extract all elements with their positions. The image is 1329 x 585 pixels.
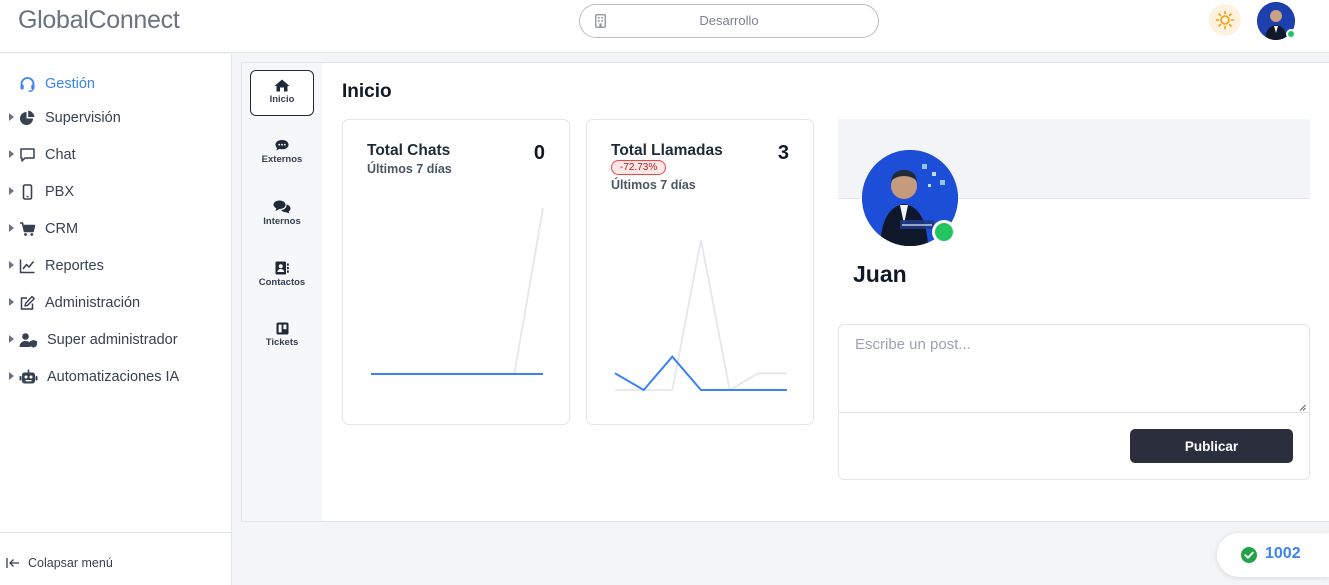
top-bar: GlobalConnect Desarrollo	[0, 0, 1329, 53]
headset-icon	[20, 77, 35, 92]
building-icon	[595, 14, 606, 28]
post-input[interactable]	[839, 325, 1309, 413]
extension-status-badge[interactable]: 1002	[1217, 533, 1329, 577]
profile-name: Juan	[853, 261, 907, 287]
comments-icon	[273, 200, 291, 214]
home-icon	[274, 79, 290, 92]
workspace-selector[interactable]: Desarrollo	[579, 4, 879, 38]
card-title: Total Llamadas	[611, 142, 723, 159]
subnav-item-label: Internos	[263, 216, 301, 227]
subnav-item-label: Contactos	[258, 277, 306, 288]
sidebar-item-reportes[interactable]: Reportes	[0, 251, 231, 281]
sidebar-item-crm[interactable]: CRM	[0, 214, 231, 244]
subnav-item-externos[interactable]: Externos	[250, 131, 314, 177]
cart-icon	[20, 222, 36, 236]
expand-caret-icon	[9, 261, 14, 269]
collapse-menu-button[interactable]: Colapsar menú	[6, 556, 113, 570]
expand-caret-icon	[9, 335, 14, 343]
post-composer: Publicar	[838, 324, 1310, 480]
subnav-item-label: Inicio	[269, 94, 295, 105]
sidebar-item-chat[interactable]: Chat	[0, 140, 231, 170]
expand-caret-icon	[9, 113, 14, 121]
publish-button[interactable]: Publicar	[1130, 429, 1293, 463]
subnav-item-contactos[interactable]: Contactos	[250, 253, 314, 299]
subnav-item-inicio[interactable]: Inicio	[250, 70, 314, 116]
theme-toggle-button[interactable]	[1209, 4, 1241, 36]
subnav-item-label: Externos	[261, 154, 303, 165]
expand-caret-icon	[9, 150, 14, 158]
expand-caret-icon	[9, 372, 14, 380]
sidebar-item-label: Automatizaciones IA	[47, 369, 180, 385]
subnav-item-label: Tickets	[265, 337, 299, 348]
sidebar-item-label: PBX	[45, 184, 75, 200]
sidebar-item-label: Supervisión	[45, 110, 121, 126]
online-status-dot	[932, 220, 956, 244]
phone-icon	[22, 184, 33, 200]
main-panel: Inicio Externos Internos Contactos	[241, 62, 1329, 522]
sidebar-item-automatizaciones-ia[interactable]: Automatizaciones IA	[0, 362, 231, 392]
sun-icon	[1215, 10, 1235, 30]
app-logo[interactable]: GlobalConnect	[18, 6, 180, 34]
sidebar-item-label: Administración	[45, 295, 141, 311]
edit-icon	[20, 295, 35, 310]
subnav-item-tickets[interactable]: Tickets	[250, 314, 314, 360]
expand-caret-icon	[9, 224, 14, 232]
robot-icon	[19, 369, 38, 384]
sidebar-item-label: Gestión	[45, 76, 95, 92]
card-title: Total Chats	[367, 142, 451, 159]
total-calls-sparkline	[614, 239, 787, 392]
sidebar-divider	[0, 532, 231, 533]
change-badge: -72.73%	[611, 160, 667, 175]
chat-bubble-icon	[20, 148, 35, 162]
online-status-dot	[1286, 29, 1296, 39]
sidebar-item-label: Super administrador	[47, 332, 178, 348]
extension-number: 1002	[1265, 545, 1301, 562]
card-subtitle: Últimos 7 días	[611, 178, 696, 192]
collapse-menu-label: Colapsar menú	[28, 556, 113, 570]
workspace-name: Desarrollo	[699, 13, 759, 28]
expand-caret-icon	[9, 187, 14, 195]
subnav-item-internos[interactable]: Internos	[250, 192, 314, 238]
card-subtitle: Últimos 7 días	[367, 162, 452, 176]
sidebar-item-supervision[interactable]: Supervisión	[0, 103, 231, 133]
collapse-arrow-icon	[6, 558, 19, 568]
sidebar: Gestión Supervisión Chat PBX CRM	[0, 54, 232, 585]
card-value: 3	[777, 142, 789, 164]
ticket-board-icon	[276, 322, 288, 335]
series-line-secondary	[371, 207, 544, 375]
line-chart-icon	[19, 259, 35, 274]
user-shield-icon	[19, 333, 37, 348]
total-calls-card: Total Llamadas 3 -72.73% Últimos 7 días	[586, 119, 814, 425]
card-value: 0	[533, 142, 545, 164]
sidebar-item-super-administrador[interactable]: Super administrador	[0, 325, 231, 355]
total-chats-card: Total Chats 0 Últimos 7 días	[342, 119, 570, 425]
pie-chart-icon	[20, 110, 35, 125]
contact-card-icon	[275, 261, 289, 275]
comment-icon	[275, 140, 289, 151]
expand-caret-icon	[9, 298, 14, 306]
series-line-secondary	[615, 239, 787, 392]
page-title: Inicio	[342, 81, 392, 102]
sidebar-item-pbx[interactable]: PBX	[0, 177, 231, 207]
total-chats-sparkline	[371, 207, 544, 375]
sidebar-item-label: Chat	[45, 147, 76, 163]
sidebar-item-administracion[interactable]: Administración	[0, 288, 231, 318]
sidebar-item-label: CRM	[45, 221, 79, 237]
sidebar-item-label: Reportes	[45, 258, 104, 274]
sidebar-item-gestion[interactable]: Gestión	[0, 69, 231, 99]
resize-grip-icon[interactable]	[1299, 404, 1306, 411]
check-circle-icon	[1241, 547, 1257, 563]
section-subnav: Inicio Externos Internos Contactos	[242, 63, 322, 521]
series-line-primary	[614, 355, 787, 392]
